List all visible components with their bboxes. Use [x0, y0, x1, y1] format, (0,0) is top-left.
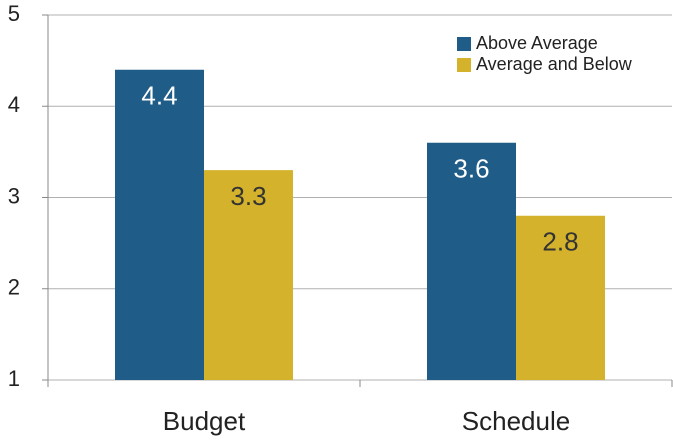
- x-tick-label: Schedule: [462, 406, 570, 436]
- bar: [204, 170, 293, 380]
- data-label: 3.6: [453, 154, 489, 184]
- bar: [516, 215, 605, 380]
- bar: [115, 69, 204, 380]
- y-tick-label: 4: [8, 92, 20, 117]
- data-label: 3.3: [230, 181, 266, 211]
- y-tick-label: 5: [8, 1, 20, 26]
- legend-swatch: [457, 37, 471, 51]
- y-tick-label: 3: [8, 183, 20, 208]
- data-label: 4.4: [141, 81, 177, 111]
- x-tick-label: Budget: [163, 406, 246, 436]
- legend-label: Above Average: [476, 33, 598, 53]
- legend-swatch: [457, 58, 471, 72]
- legend-label: Average and Below: [476, 54, 633, 74]
- y-tick-label: 2: [8, 275, 20, 300]
- y-tick-label: 1: [8, 366, 20, 391]
- data-label: 2.8: [542, 227, 578, 257]
- bar: [427, 142, 516, 380]
